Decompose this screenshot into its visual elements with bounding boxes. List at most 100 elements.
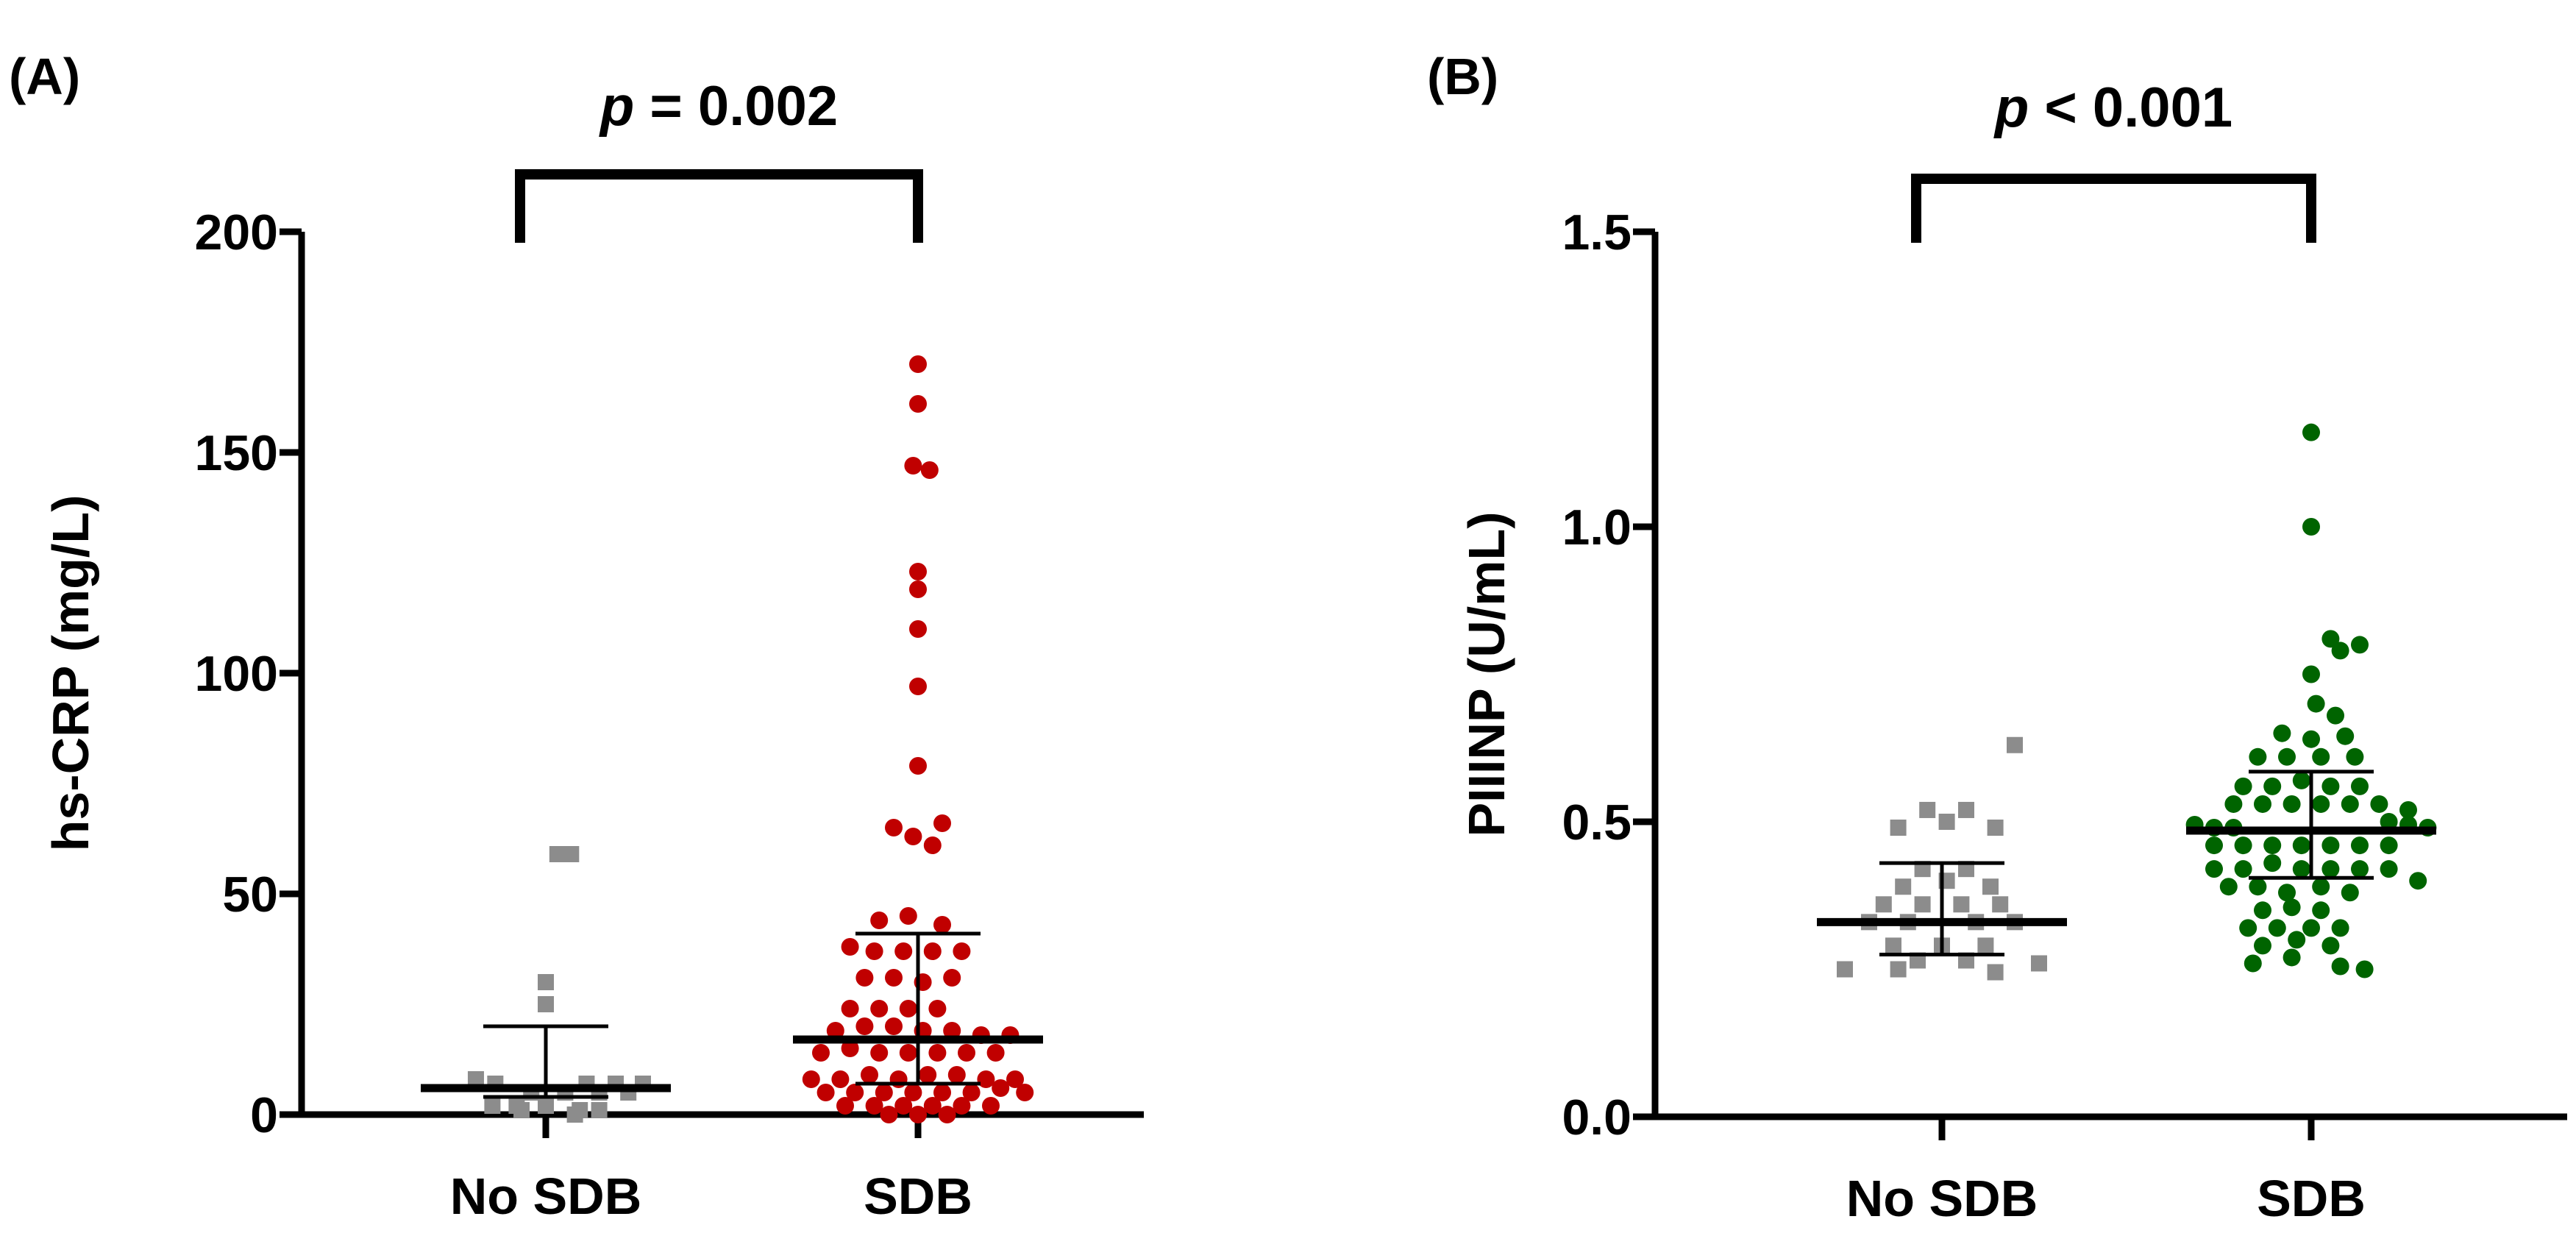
data-point-circle — [2312, 901, 2330, 920]
p-symbol: p — [1993, 77, 2029, 139]
data-point-square — [2007, 736, 2023, 753]
data-point-circle — [923, 836, 942, 854]
data-point-circle — [2234, 860, 2252, 878]
data-point-square — [1890, 961, 1907, 978]
data-point-circle — [2370, 795, 2388, 813]
data-point-circle — [861, 1066, 878, 1084]
data-point-circle — [2205, 860, 2223, 878]
data-point-square — [1837, 961, 1853, 978]
data-point-circle — [880, 1106, 898, 1123]
data-point-square — [1958, 952, 1974, 969]
y-axis-label: hs-CRP (mg/L) — [42, 495, 99, 852]
data-point-circle — [928, 1044, 947, 1062]
y-tick-label: 0 — [250, 1087, 278, 1143]
data-point-circle — [875, 1084, 893, 1101]
data-point-circle — [977, 1070, 995, 1088]
data-point-circle — [943, 969, 961, 987]
data-point-circle — [816, 1084, 835, 1101]
data-point-circle — [933, 916, 951, 934]
data-point-circle — [953, 1097, 971, 1115]
data-point-circle — [2283, 898, 2301, 917]
data-point-circle — [2278, 747, 2296, 766]
data-point-circle — [909, 580, 927, 598]
data-point-circle — [2254, 795, 2271, 813]
data-point-circle — [2327, 706, 2344, 725]
data-point-circle — [2292, 836, 2310, 855]
data-point-circle — [904, 1084, 922, 1101]
significance-bracket — [515, 169, 923, 243]
data-point-circle — [933, 1084, 951, 1101]
data-point-circle — [865, 942, 883, 960]
data-point-circle — [894, 1097, 913, 1115]
x-tick-label: SDB — [2257, 1170, 2366, 1227]
data-point-square — [538, 996, 554, 1012]
data-point-circle — [855, 1017, 874, 1035]
data-point-square — [1977, 937, 1994, 954]
data-point-circle — [2302, 919, 2320, 937]
y-tick-label: 1.0 — [1562, 500, 1632, 555]
p-value: = 0.002 — [634, 75, 838, 138]
data-point-circle — [2239, 919, 2257, 937]
data-point-circle — [2331, 642, 2349, 660]
x-tick-label: No SDB — [450, 1168, 642, 1225]
data-point-square — [538, 974, 554, 990]
data-point-circle — [2224, 795, 2243, 813]
data-point-circle — [2278, 884, 2296, 902]
data-point-square — [2031, 955, 2047, 972]
y-tick-label: 0.5 — [1562, 795, 1632, 850]
data-point-square — [513, 1102, 530, 1118]
data-point-circle — [992, 1079, 1010, 1097]
data-point-circle — [841, 1000, 859, 1017]
data-point-square — [1992, 896, 2009, 913]
p-value: < 0.001 — [2029, 77, 2232, 139]
data-point-circle — [909, 620, 927, 638]
data-point-square — [1914, 861, 1931, 878]
data-point-circle — [943, 1022, 961, 1040]
data-point-circle — [909, 395, 927, 413]
data-point-circle — [2234, 777, 2252, 795]
data-point-circle — [2302, 730, 2320, 748]
data-point-circle — [899, 907, 917, 925]
data-point-circle — [2254, 937, 2271, 955]
data-point-circle — [2263, 777, 2282, 795]
data-point-circle — [986, 1044, 1005, 1062]
panel-label: (B) — [1427, 48, 1498, 105]
data-point-square — [563, 846, 580, 862]
data-point-circle — [2346, 747, 2364, 766]
data-point-circle — [2321, 860, 2340, 878]
x-tick-label: SDB — [864, 1168, 972, 1225]
data-point-circle — [831, 1070, 850, 1088]
data-point-circle — [909, 563, 927, 580]
data-point-circle — [870, 1000, 889, 1017]
data-point-circle — [909, 355, 927, 373]
data-point-circle — [958, 1044, 975, 1062]
data-point-circle — [904, 457, 922, 475]
data-point-circle — [2312, 795, 2330, 813]
data-point-circle — [928, 1000, 947, 1017]
data-point-circle — [2244, 954, 2262, 973]
data-point-circle — [812, 1044, 830, 1062]
data-point-square — [1953, 896, 1970, 913]
data-point-circle — [2254, 901, 2271, 920]
significance-label: p < 0.001 — [1993, 77, 2232, 139]
data-point-circle — [2292, 771, 2310, 789]
significance-label: p = 0.002 — [599, 75, 838, 138]
data-point-square — [1895, 878, 1912, 895]
data-point-circle — [2321, 937, 2340, 955]
data-point-circle — [2380, 860, 2398, 878]
data-point-square — [1982, 878, 1999, 895]
data-point-circle — [2321, 630, 2340, 648]
data-point-circle — [2302, 665, 2320, 683]
data-point-circle — [938, 1106, 956, 1123]
y-tick-label: 100 — [195, 646, 278, 702]
data-point-circle — [885, 1017, 903, 1035]
data-point-circle — [2234, 836, 2252, 855]
data-point-square — [1987, 964, 2004, 981]
data-point-circle — [2331, 919, 2349, 937]
data-point-circle — [2351, 777, 2369, 795]
data-point-square — [484, 1098, 501, 1114]
data-point-circle — [933, 814, 951, 832]
y-axis-label: PIIINP (U/mL) — [1458, 511, 1515, 836]
data-point-circle — [2283, 795, 2301, 813]
